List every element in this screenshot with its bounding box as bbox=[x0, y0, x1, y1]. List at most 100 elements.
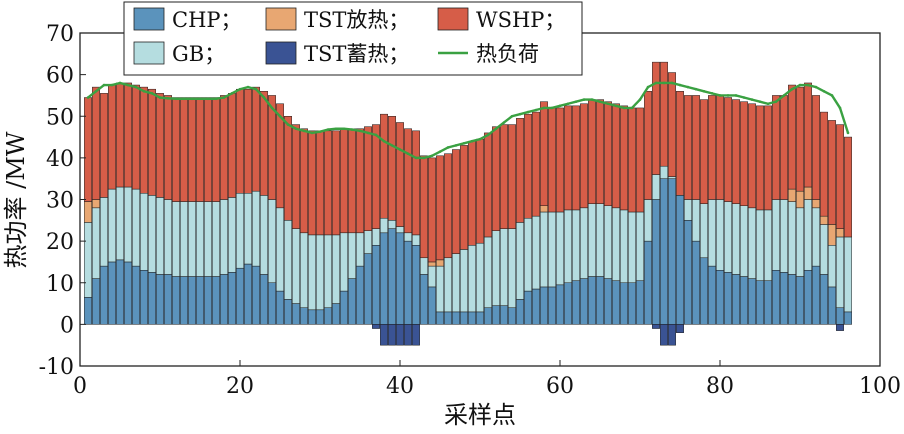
wshp-bar bbox=[484, 132, 492, 238]
wshp-bar bbox=[108, 84, 116, 190]
gb-bar bbox=[300, 232, 308, 308]
gb-bar bbox=[764, 209, 772, 281]
heat-load-point bbox=[718, 94, 722, 97]
chp-bar bbox=[292, 303, 300, 325]
gb-bar bbox=[116, 186, 124, 261]
heat-load-point bbox=[670, 81, 674, 85]
chp-bar bbox=[828, 286, 836, 325]
tst-release-bar bbox=[828, 224, 836, 246]
gb-bar bbox=[668, 176, 676, 179]
wshp-bar bbox=[196, 97, 204, 202]
gb-bar bbox=[92, 207, 100, 279]
chp-bar bbox=[452, 311, 460, 325]
y-tick-label: 50 bbox=[46, 105, 74, 130]
heat-load-point bbox=[574, 100, 578, 103]
gb-bar bbox=[436, 265, 444, 313]
tst-store-bar bbox=[404, 324, 412, 346]
gb-bar bbox=[620, 209, 628, 283]
chp-bar bbox=[652, 199, 660, 325]
gb-bar bbox=[612, 207, 620, 281]
heat-load-point bbox=[582, 98, 586, 101]
chp-bar bbox=[604, 278, 612, 325]
gb-bar bbox=[524, 217, 532, 292]
chp-bar bbox=[532, 288, 540, 325]
gb-bar bbox=[188, 201, 196, 277]
tst-store-bar bbox=[660, 324, 668, 346]
chp-bar bbox=[708, 265, 716, 325]
gb-bar bbox=[604, 205, 612, 279]
wshp-bar bbox=[124, 82, 132, 188]
chp-bar bbox=[508, 307, 516, 325]
gb-bar bbox=[804, 199, 812, 271]
tst-release-bar bbox=[540, 205, 548, 213]
heat-load-point bbox=[374, 133, 378, 137]
wshp-bar bbox=[772, 95, 780, 200]
chp-bar bbox=[444, 311, 452, 325]
wshp-bar bbox=[372, 124, 380, 229]
x-tick-label: 100 bbox=[859, 374, 901, 399]
wshp-bar bbox=[716, 95, 724, 200]
heat-load-point bbox=[606, 102, 610, 106]
heat-load-point bbox=[470, 139, 474, 143]
gb-bar bbox=[204, 201, 212, 277]
chp-bar bbox=[388, 228, 396, 325]
gb-bar bbox=[372, 228, 380, 246]
chp-bar bbox=[212, 276, 220, 325]
legend-label-heat-load: 热负荷 bbox=[476, 42, 539, 66]
wshp-bar bbox=[620, 105, 628, 211]
gb-bar bbox=[308, 234, 316, 311]
heat-load-point bbox=[750, 98, 754, 101]
gb-bar bbox=[476, 242, 484, 313]
chp-bar bbox=[556, 284, 564, 325]
legend-swatch-tst-release bbox=[265, 7, 297, 31]
chp-bar bbox=[332, 303, 340, 325]
heat-load-point bbox=[558, 104, 562, 108]
chp-bar bbox=[780, 272, 788, 325]
chp-bar bbox=[148, 272, 156, 325]
heat-load-point bbox=[254, 87, 258, 91]
chp-bar bbox=[460, 311, 468, 325]
gb-bar bbox=[172, 201, 180, 277]
heat-load-point bbox=[630, 106, 634, 110]
chp-bar bbox=[412, 245, 420, 325]
heat-load-point bbox=[334, 127, 338, 131]
gb-bar bbox=[716, 199, 724, 271]
gb-bar bbox=[212, 201, 220, 277]
gb-bar bbox=[548, 211, 556, 288]
gb-bar bbox=[652, 174, 660, 200]
chp-bar bbox=[692, 240, 700, 325]
gb-bar bbox=[324, 234, 332, 308]
wshp-bar bbox=[388, 116, 396, 221]
y-tick-label: 0 bbox=[60, 313, 74, 338]
chp-bar bbox=[380, 232, 388, 325]
gb-bar bbox=[700, 203, 708, 259]
chp-bar bbox=[244, 263, 252, 325]
chp-bar bbox=[276, 290, 284, 325]
tst-store-bar bbox=[372, 324, 380, 329]
gb-bar bbox=[356, 232, 364, 267]
chp-bar bbox=[316, 309, 324, 325]
chp-bar bbox=[108, 261, 116, 325]
wshp-bar bbox=[668, 72, 676, 177]
wshp-bar bbox=[220, 95, 228, 200]
chp-bar bbox=[116, 259, 124, 325]
wshp-bar bbox=[380, 113, 388, 219]
heat-load-point bbox=[702, 89, 706, 93]
heat-load-point bbox=[390, 144, 394, 147]
wshp-bar bbox=[812, 95, 820, 200]
y-tick-label: 70 bbox=[46, 22, 74, 47]
chp-bar bbox=[260, 274, 268, 325]
gb-bar bbox=[132, 188, 140, 267]
tst-store-bar bbox=[396, 324, 404, 346]
heat-load-point bbox=[806, 83, 810, 87]
chp-bar bbox=[636, 280, 644, 325]
heat-load-point bbox=[222, 96, 226, 99]
chp-bar bbox=[804, 270, 812, 325]
chp-bar bbox=[820, 274, 828, 325]
gb-bar bbox=[772, 199, 780, 271]
legend-swatch-gb bbox=[133, 41, 165, 65]
wshp-bar bbox=[252, 86, 260, 192]
wshp-bar bbox=[276, 103, 284, 209]
chp-bar bbox=[516, 299, 524, 325]
